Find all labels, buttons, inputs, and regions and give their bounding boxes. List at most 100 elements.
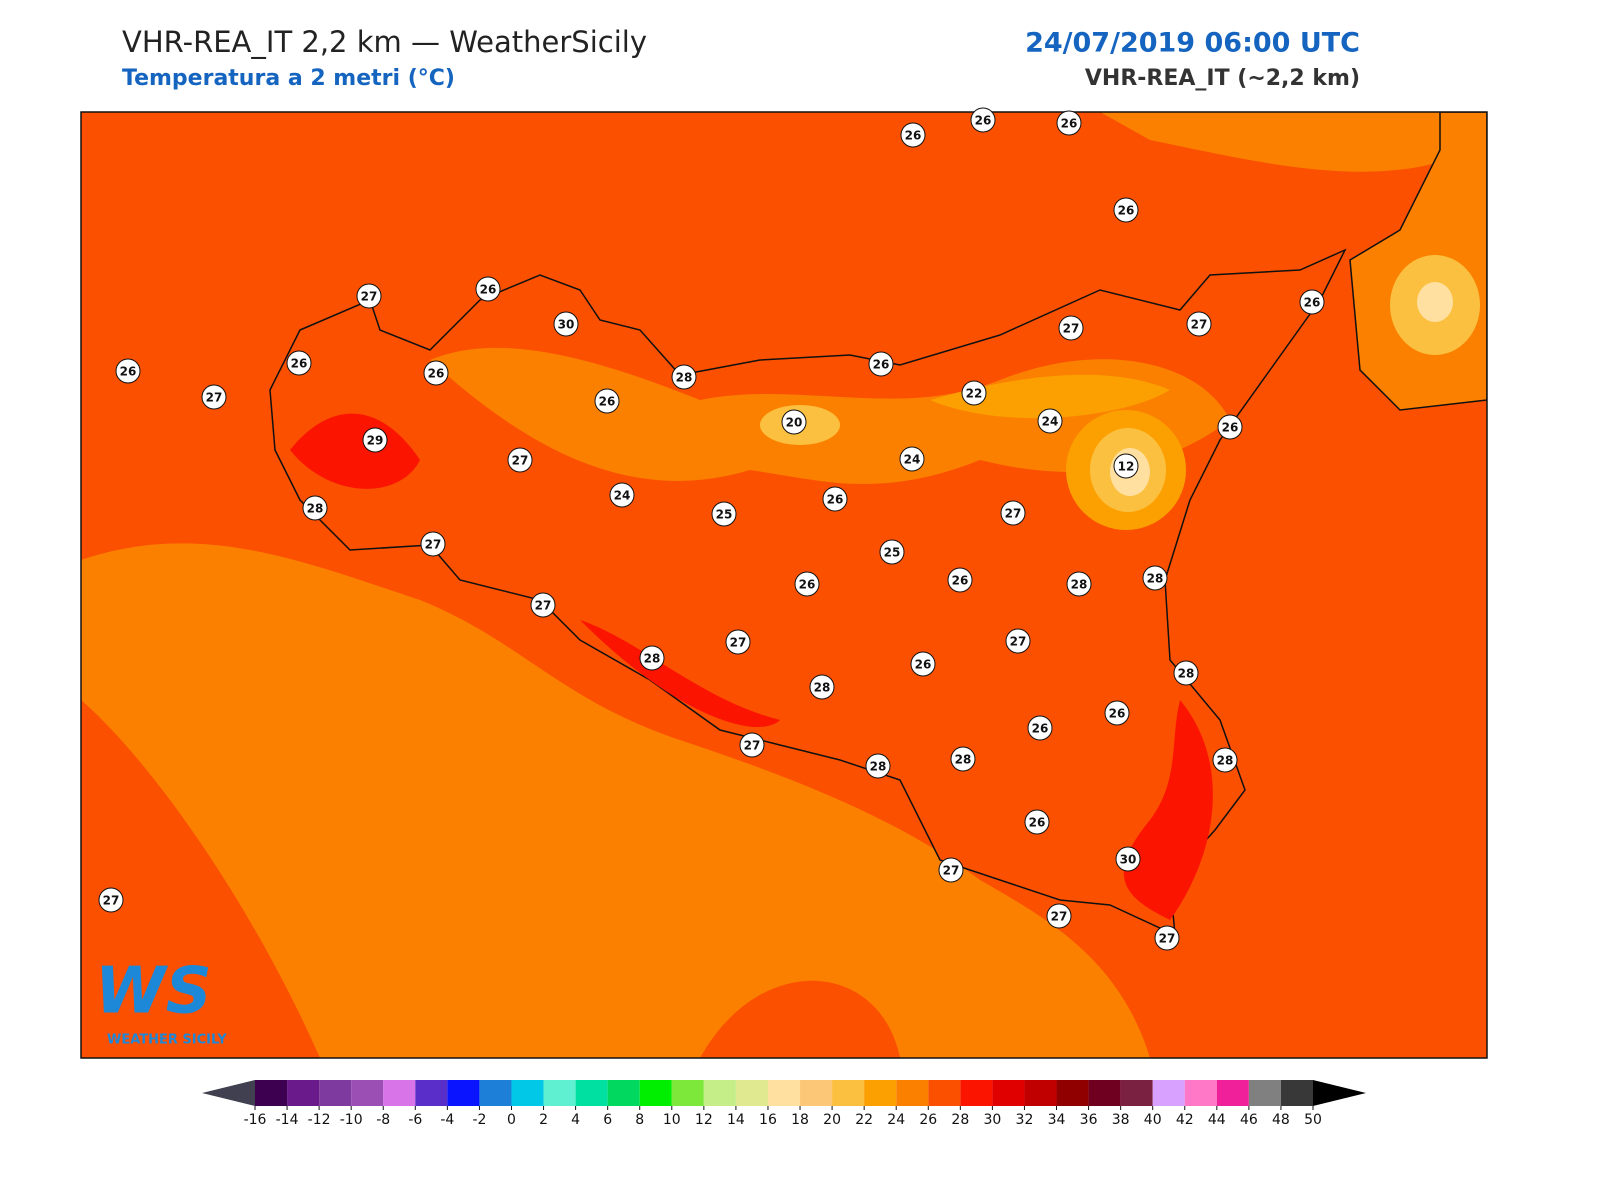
station-value: 27 bbox=[1005, 507, 1022, 521]
station-marker bbox=[938, 857, 964, 883]
station-marker bbox=[286, 350, 312, 376]
title: VHR-REA_IT 2,2 km — WeatherSicily bbox=[122, 25, 647, 59]
station-marker bbox=[1056, 110, 1082, 136]
station-value: 27 bbox=[730, 636, 747, 650]
station-value: 27 bbox=[943, 864, 960, 878]
station-value: 27 bbox=[744, 739, 761, 753]
station-marker bbox=[475, 276, 501, 302]
colorbar-tick-label: 14 bbox=[727, 1112, 745, 1128]
colorbar-swatch bbox=[832, 1080, 865, 1106]
station-value: 27 bbox=[535, 599, 552, 613]
station-value: 28 bbox=[1178, 667, 1195, 681]
station-marker bbox=[910, 651, 936, 677]
station-marker bbox=[950, 746, 976, 772]
colorbar-swatch bbox=[671, 1080, 704, 1106]
station-marker bbox=[420, 531, 446, 557]
colorbar-tick-label: 18 bbox=[791, 1112, 809, 1128]
station-marker bbox=[1115, 846, 1141, 872]
station-marker bbox=[781, 409, 807, 435]
station-marker bbox=[1000, 500, 1026, 526]
station-value: 26 bbox=[975, 114, 992, 128]
station-marker bbox=[711, 501, 737, 527]
station-value: 27 bbox=[1010, 635, 1027, 649]
station-value: 26 bbox=[120, 365, 137, 379]
colorbar-swatch bbox=[928, 1080, 961, 1106]
colorbar-over bbox=[1313, 1080, 1366, 1106]
sea-area bbox=[81, 700, 320, 1058]
station-marker bbox=[725, 629, 751, 655]
station-value: 24 bbox=[904, 453, 921, 467]
colorbar-tick-label: -6 bbox=[408, 1112, 422, 1128]
colorbar-swatch bbox=[607, 1080, 640, 1106]
station-marker bbox=[809, 674, 835, 700]
station-marker bbox=[1037, 408, 1063, 434]
station-marker bbox=[865, 753, 891, 779]
station-value: 26 bbox=[1222, 421, 1239, 435]
colorbar-swatch bbox=[383, 1080, 416, 1106]
colorbar-swatch bbox=[447, 1080, 480, 1106]
hot-area bbox=[1123, 700, 1213, 920]
station-value: 28 bbox=[814, 681, 831, 695]
station-value: 27 bbox=[361, 290, 378, 304]
colorbar-tick-label: -8 bbox=[376, 1112, 390, 1128]
station-marker bbox=[900, 122, 926, 148]
station-value: 26 bbox=[827, 493, 844, 507]
colorbar-tick-label: 12 bbox=[695, 1112, 713, 1128]
colorbar-swatch bbox=[575, 1080, 608, 1106]
colorbar-swatch bbox=[800, 1080, 833, 1106]
station-value: 27 bbox=[103, 894, 120, 908]
station-value: 25 bbox=[884, 546, 901, 560]
station-marker bbox=[553, 311, 579, 337]
station-marker bbox=[879, 539, 905, 565]
station-marker bbox=[671, 364, 697, 390]
station-value: 26 bbox=[1061, 117, 1078, 131]
colorbar-tick-label: 16 bbox=[759, 1112, 777, 1128]
colorbar-tick-label: 26 bbox=[919, 1112, 937, 1128]
colorbar-swatch bbox=[735, 1080, 768, 1106]
colorbar-swatch bbox=[1216, 1080, 1249, 1106]
station-value: 30 bbox=[1120, 853, 1137, 867]
colorbar-tick-label: -16 bbox=[244, 1112, 267, 1128]
station-marker bbox=[947, 567, 973, 593]
colorbar-tick-label: 0 bbox=[507, 1112, 516, 1128]
sea-warm bbox=[1100, 112, 1487, 172]
hot-area bbox=[290, 413, 420, 489]
colorbar-swatch bbox=[1248, 1080, 1281, 1106]
station-marker bbox=[302, 495, 328, 521]
colorbar-swatch bbox=[896, 1080, 929, 1106]
colorbar-swatch bbox=[992, 1080, 1025, 1106]
station-marker bbox=[362, 427, 388, 453]
station-value: 27 bbox=[512, 454, 529, 468]
colorbar-tick-label: 30 bbox=[983, 1112, 1001, 1128]
colorbar-swatch bbox=[543, 1080, 576, 1106]
station-value: 12 bbox=[1118, 460, 1135, 474]
station-marker bbox=[423, 360, 449, 386]
station-value: 27 bbox=[1191, 318, 1208, 332]
station-marker bbox=[1113, 453, 1139, 479]
colorbar-tick-label: 8 bbox=[635, 1112, 644, 1128]
station-value: 26 bbox=[1118, 204, 1135, 218]
station-marker bbox=[1173, 660, 1199, 686]
station-value: 26 bbox=[952, 574, 969, 588]
colorbar-swatch bbox=[960, 1080, 993, 1106]
colorbar-swatch bbox=[767, 1080, 801, 1106]
station-marker bbox=[868, 351, 894, 377]
colorbar-tick-label: 48 bbox=[1272, 1112, 1290, 1128]
station-marker bbox=[1186, 311, 1212, 337]
colorbar-swatch bbox=[1184, 1080, 1217, 1106]
logo-text: WEATHER SICILY bbox=[107, 1033, 227, 1048]
stations: 26 26 26 26 27 26 30 26 26 26 27 26 28 26 27 27 26 22 20 24… bbox=[98, 107, 1325, 951]
station-value: 20 bbox=[786, 416, 803, 430]
station-marker bbox=[1027, 715, 1053, 741]
colorbar-swatch bbox=[1280, 1080, 1313, 1106]
colorbar-tick-label: 2 bbox=[539, 1112, 548, 1128]
colorbar-under bbox=[202, 1080, 255, 1106]
station-value: 27 bbox=[206, 391, 223, 405]
station-value: 27 bbox=[425, 538, 442, 552]
station-value: 26 bbox=[1029, 816, 1046, 830]
station-marker bbox=[98, 887, 124, 913]
station-marker bbox=[507, 447, 533, 473]
colorbar-swatch bbox=[319, 1080, 352, 1106]
colorbar-tick-label: 46 bbox=[1240, 1112, 1258, 1128]
